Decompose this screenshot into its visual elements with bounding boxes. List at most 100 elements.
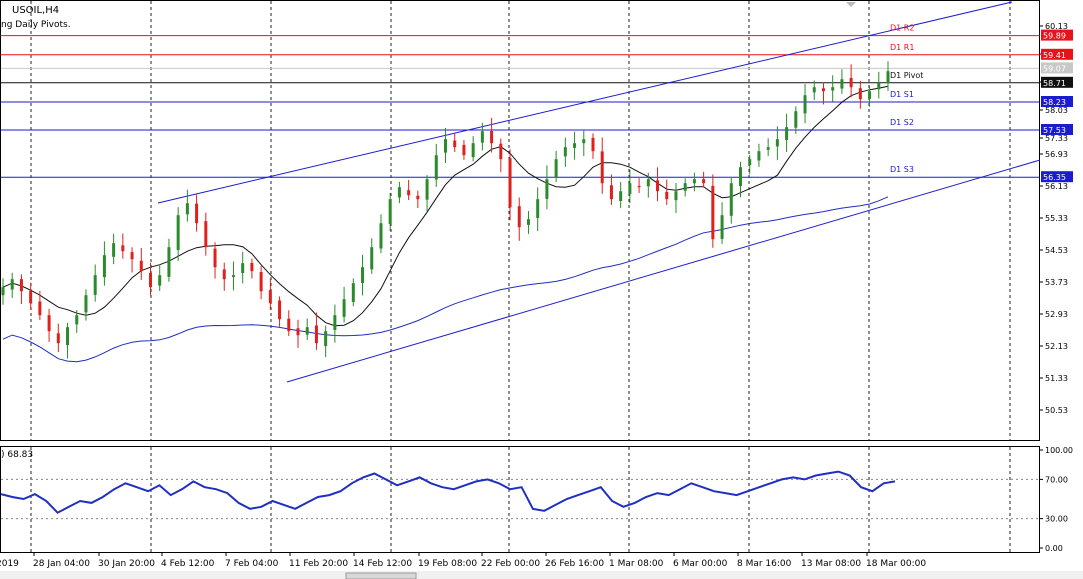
price-tick-label: 58.03 [1045, 106, 1068, 115]
candle-body [139, 260, 143, 272]
candle [517, 197, 521, 241]
price-tag-label: 59.41 [1043, 51, 1066, 60]
time-label: 26 Feb 16:00 [545, 559, 604, 569]
chart-shift-marker [846, 2, 856, 7]
candle-body [739, 167, 742, 187]
bottom-scrollbar[interactable] [0, 571, 1083, 579]
candle-body [517, 206, 521, 228]
candle [536, 187, 540, 232]
candle [47, 308, 51, 342]
candle [554, 150, 558, 182]
ma-slow-line [2, 196, 889, 363]
candle-body [868, 91, 872, 99]
price-tag [1041, 62, 1073, 74]
rsi-tick-label: 100.00 [1045, 446, 1073, 455]
candle-body [19, 279, 23, 292]
candle-body [407, 190, 411, 196]
scrollbar-track[interactable] [0, 571, 1083, 579]
rsi-tick-label: 30.00 [1045, 515, 1068, 524]
candle [195, 194, 199, 232]
price-tag-label: 59.07 [1043, 64, 1066, 73]
candle [453, 132, 457, 152]
candle-body [416, 195, 420, 200]
candle-body [397, 187, 401, 198]
candle-body [729, 183, 733, 216]
candle [56, 323, 60, 353]
candle-body [499, 143, 503, 160]
candle [351, 278, 355, 307]
candle-body [720, 215, 724, 239]
time-label: 30 Jan 20:00 [98, 559, 155, 569]
price-tag-label: 59.89 [1043, 32, 1066, 41]
candle [812, 80, 816, 100]
candle [314, 312, 318, 350]
candle [692, 172, 696, 192]
candle [333, 304, 337, 343]
pivot-label: D1 R1 [890, 43, 914, 52]
candle-body [342, 299, 346, 317]
candle-body [840, 79, 844, 89]
pivot-label: D1 R2 [890, 24, 914, 33]
time-label: 6 Mar 00:00 [673, 559, 728, 569]
trend-line-upper [157, 1, 1013, 204]
candle [785, 113, 789, 152]
rsi-tick-labels: 100.00 70.00 30.00 0.00 [1039, 446, 1073, 553]
candle-body [93, 275, 97, 295]
pivot-label: D1 Pivot [890, 71, 923, 80]
price-tag-label: 57.53 [1043, 126, 1066, 135]
candle-body [158, 275, 162, 286]
candle [757, 143, 761, 167]
candle [287, 310, 291, 337]
candle-body [195, 203, 199, 224]
scrollbar-thumb[interactable] [345, 572, 417, 579]
indicator-title: ng Daily Pivots. [1, 20, 71, 30]
candle-body [268, 290, 272, 304]
candle-body [794, 111, 798, 128]
candle-body [702, 179, 706, 184]
rsi-gridlines [1, 447, 1039, 552]
candle-body [656, 180, 660, 192]
candle-body [287, 318, 291, 332]
candle [490, 117, 494, 153]
trend-channel [157, 1, 1041, 383]
time-label: 4 Feb 12:00 [161, 559, 215, 569]
price-tick-label: 60.13 [1045, 22, 1068, 31]
candle [250, 258, 254, 279]
candle-body [296, 328, 300, 336]
rsi-panel: ) 68.83 100.00 70.00 30.00 0.00 [0, 446, 1073, 553]
candle [305, 318, 309, 340]
pivot-label: D1 S2 [890, 118, 914, 127]
candle [213, 242, 217, 279]
price-tag-label: 58.23 [1043, 98, 1066, 107]
candle [711, 174, 715, 248]
candle-body [646, 179, 650, 187]
candle [683, 178, 687, 197]
time-gridlines [30, 1, 1011, 440]
candle [149, 262, 152, 296]
candle [794, 106, 798, 134]
candle-body [112, 243, 116, 257]
candle-body [121, 245, 125, 252]
price-tags: 59.89 59.41 59.07 58.71 58.23 57.53 56.35 [1041, 29, 1073, 183]
price-tag [1041, 124, 1073, 135]
candle [775, 126, 779, 160]
candle-body [47, 315, 51, 332]
candle [656, 167, 660, 202]
candle-body [231, 275, 235, 278]
candle [591, 133, 595, 159]
price-tick-label: 52.13 [1045, 342, 1068, 351]
candle [434, 143, 438, 187]
candle-body [259, 272, 263, 292]
price-tag [1041, 29, 1073, 41]
price-tick-label: 52.93 [1045, 310, 1068, 319]
pivot-labels: D1 R2 D1 R1 D1 Pivot D1 S1 D1 S2 D1 S3 [890, 24, 923, 175]
candle [831, 75, 835, 102]
candle-body [766, 147, 770, 150]
candle-body [222, 269, 226, 280]
candle [462, 140, 466, 160]
candle [388, 192, 392, 232]
candle [397, 181, 401, 204]
candle [748, 154, 752, 175]
candle-body [877, 83, 881, 90]
candle [10, 272, 14, 298]
